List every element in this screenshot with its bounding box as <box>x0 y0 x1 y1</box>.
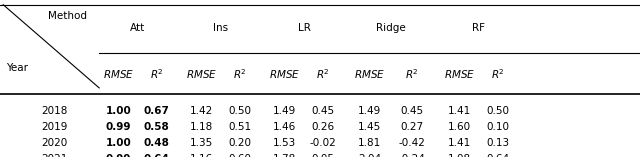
Text: $RMSE$: $RMSE$ <box>186 68 217 80</box>
Text: 1.53: 1.53 <box>273 138 296 148</box>
Text: 1.81: 1.81 <box>358 138 381 148</box>
Text: 2021: 2021 <box>41 154 68 157</box>
Text: 1.60: 1.60 <box>448 122 471 132</box>
Text: 1.18: 1.18 <box>190 122 213 132</box>
Text: $RMSE$: $RMSE$ <box>355 68 385 80</box>
Text: Ins: Ins <box>213 23 228 33</box>
Text: LR: LR <box>298 23 310 33</box>
Text: -0.02: -0.02 <box>310 138 337 148</box>
Text: 1.00: 1.00 <box>106 106 131 116</box>
Text: 2018: 2018 <box>41 106 68 116</box>
Text: 0.50: 0.50 <box>228 106 252 116</box>
Text: 0.67: 0.67 <box>144 106 170 116</box>
Text: 0.58: 0.58 <box>144 122 170 132</box>
Text: 0.99: 0.99 <box>106 154 131 157</box>
Text: 1.49: 1.49 <box>358 106 381 116</box>
Text: 0.13: 0.13 <box>486 138 509 148</box>
Text: $RMSE$: $RMSE$ <box>444 68 475 80</box>
Text: 0.48: 0.48 <box>144 138 170 148</box>
Text: -0.42: -0.42 <box>399 138 426 148</box>
Text: 0.64: 0.64 <box>486 154 509 157</box>
Text: $R^2$: $R^2$ <box>150 67 164 81</box>
Text: $R^2$: $R^2$ <box>316 67 330 81</box>
Text: 2020: 2020 <box>41 138 68 148</box>
Text: $R^2$: $R^2$ <box>491 67 505 81</box>
Text: 1.46: 1.46 <box>273 122 296 132</box>
Text: $RMSE$: $RMSE$ <box>103 68 134 80</box>
Text: 1.41: 1.41 <box>448 138 471 148</box>
Text: 1.45: 1.45 <box>358 122 381 132</box>
Text: 0.45: 0.45 <box>401 106 424 116</box>
Text: $R^2$: $R^2$ <box>233 67 247 81</box>
Text: -0.24: -0.24 <box>399 154 426 157</box>
Text: 0.51: 0.51 <box>228 122 252 132</box>
Text: 0.99: 0.99 <box>106 122 131 132</box>
Text: 2019: 2019 <box>41 122 68 132</box>
Text: 1.00: 1.00 <box>106 138 131 148</box>
Text: Year: Year <box>6 63 28 73</box>
Text: 0.20: 0.20 <box>228 138 252 148</box>
Text: $RMSE$: $RMSE$ <box>269 68 300 80</box>
Text: 1.78: 1.78 <box>273 154 296 157</box>
Text: 1.08: 1.08 <box>448 154 471 157</box>
Text: Ridge: Ridge <box>376 23 406 33</box>
Text: Method: Method <box>48 11 87 21</box>
Text: 0.64: 0.64 <box>144 154 170 157</box>
Text: 0.05: 0.05 <box>312 154 335 157</box>
Text: 0.27: 0.27 <box>401 122 424 132</box>
Text: RF: RF <box>472 23 485 33</box>
Text: 1.49: 1.49 <box>273 106 296 116</box>
Text: 0.50: 0.50 <box>486 106 509 116</box>
Text: 0.45: 0.45 <box>312 106 335 116</box>
Text: 1.42: 1.42 <box>190 106 213 116</box>
Text: $R^2$: $R^2$ <box>405 67 419 81</box>
Text: 0.26: 0.26 <box>312 122 335 132</box>
Text: 1.41: 1.41 <box>448 106 471 116</box>
Text: 1.35: 1.35 <box>190 138 213 148</box>
Text: 0.60: 0.60 <box>228 154 252 157</box>
Text: Att: Att <box>130 23 145 33</box>
Text: 0.10: 0.10 <box>486 122 509 132</box>
Text: 2.04: 2.04 <box>358 154 381 157</box>
Text: 1.16: 1.16 <box>190 154 213 157</box>
